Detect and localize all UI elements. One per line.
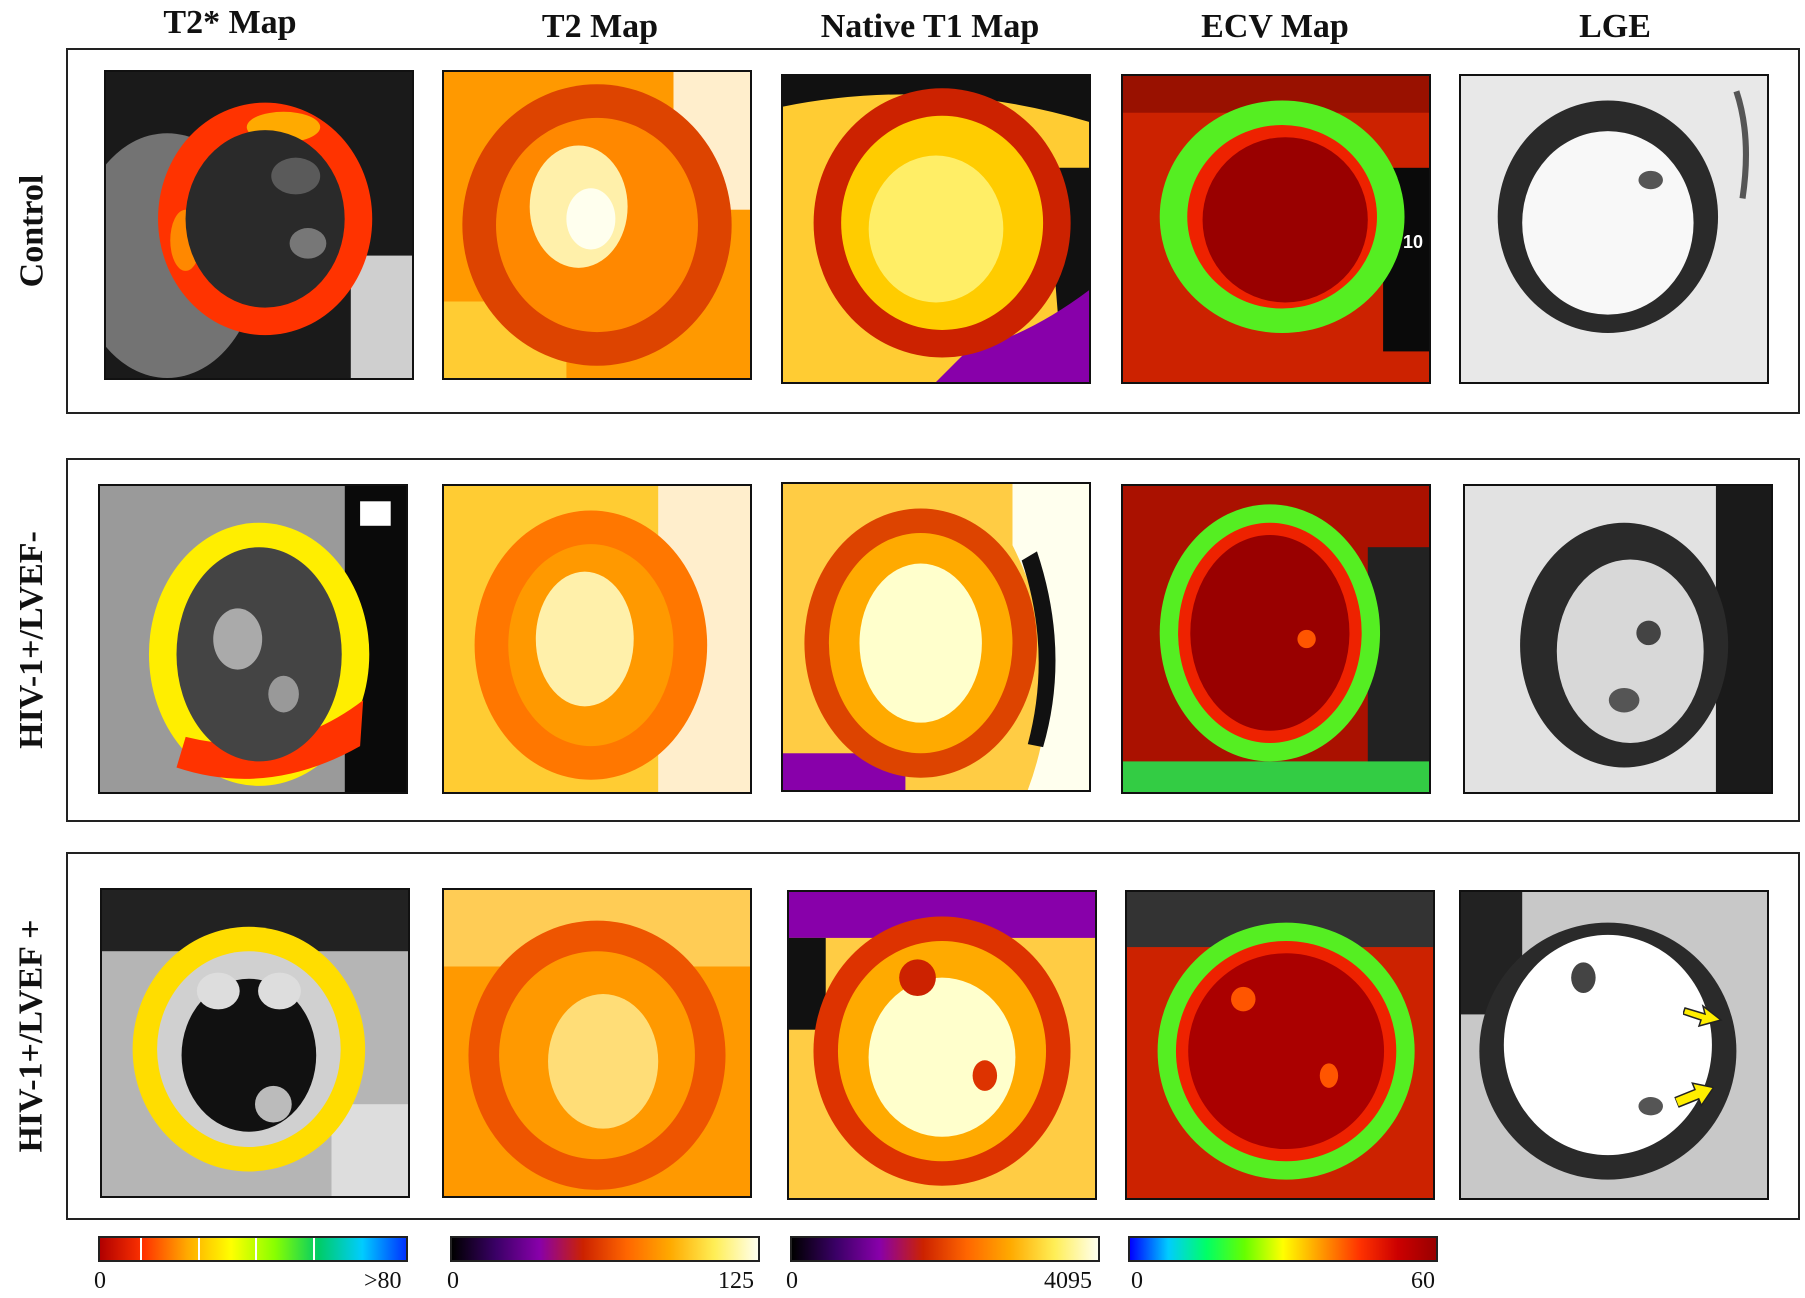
t2-map-control [442,70,752,380]
overlay-label: 10 [1403,232,1424,252]
colorbar-t2 [450,1236,760,1262]
colorbar-t2star-min: 0 [94,1268,106,1294]
column-title-ecv: ECV Map [1201,8,1349,45]
lge-image-lvef-pos [1459,890,1769,1200]
native-t1-map-control [781,74,1091,384]
colorbar-ecv-max: 60 [1411,1268,1435,1294]
arrow-icon [1683,1004,1723,1028]
column-title-native-t1: Native T1 Map [820,8,1040,45]
colorbar-t2-min: 0 [447,1268,459,1294]
lge-image-control [1459,74,1769,384]
colorbar-t2star [98,1236,408,1262]
ecv-map-lvef-neg [1121,484,1431,794]
row-label-lvef-neg: HIV-1+/LVEF- [13,531,51,749]
colorbar-native-t1-max: 4095 [1044,1268,1092,1294]
ecv-map-lvef-pos [1125,890,1435,1200]
arrow-icon [1673,1082,1715,1109]
colorbar-native-t1 [790,1236,1100,1262]
ecv-map-control: 10 [1121,74,1431,384]
row-label-control: Control [13,174,50,288]
colorbar-native-t1-min: 0 [786,1268,798,1294]
t2-map-lvef-neg [442,484,752,794]
colorbar-t2-max: 125 [718,1268,754,1294]
t2-map-lvef-pos [442,888,752,1198]
column-title-t2star: T2* Map [163,4,297,41]
column-title-t2: T2 Map [541,8,659,45]
lge-image-lvef-neg [1463,484,1773,794]
native-t1-map-lvef-pos [787,890,1097,1200]
colorbar-ecv-min: 0 [1131,1268,1143,1294]
column-title-lge: LGE [1579,8,1651,45]
colorbar-ecv [1128,1236,1438,1262]
row-label-lvef-pos: HIV-1+/LVEF + [13,919,50,1153]
native-t1-map-lvef-neg [781,482,1091,792]
t2star-map-lvef-pos [100,888,410,1198]
colorbar-t2star-max: >80 [364,1268,402,1294]
t2star-map-control [104,70,414,380]
t2star-map-lvef-neg [98,484,408,794]
